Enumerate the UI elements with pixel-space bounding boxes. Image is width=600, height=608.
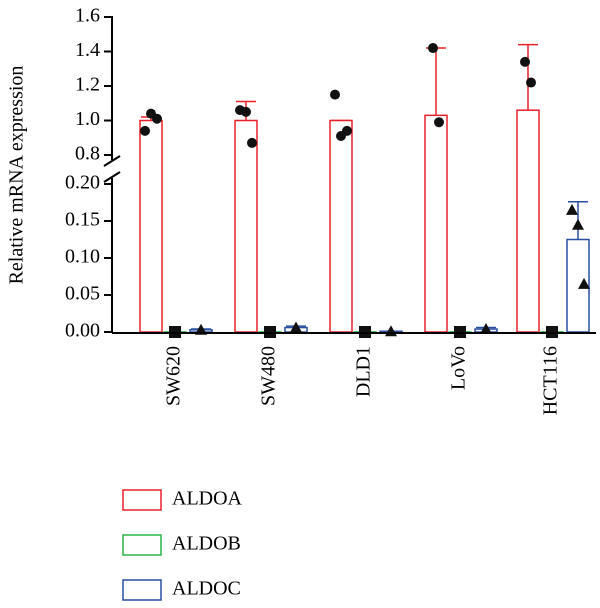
data-point	[241, 106, 251, 117]
y-tick-label: 0.05	[65, 283, 100, 305]
data-point	[290, 321, 302, 333]
y-tick-label: 0.20	[65, 172, 100, 194]
data-point	[480, 323, 492, 335]
data-point	[247, 137, 257, 148]
y-axis	[103, 16, 121, 333]
y-tick-label: 0.8	[75, 143, 100, 165]
bar	[424, 114, 448, 333]
axis-break	[103, 155, 121, 167]
x-tick-label: DLD1	[353, 346, 375, 397]
y-tick-label: 0.10	[65, 246, 100, 268]
axis-break	[103, 171, 121, 183]
y-tick-label: 1.6	[75, 5, 100, 27]
x-tick-label: HCT116	[540, 346, 562, 415]
data-point	[520, 56, 530, 67]
legend-label: ALDOC	[172, 578, 241, 600]
legend-swatch	[122, 579, 162, 601]
legend-swatch	[122, 534, 162, 556]
data-point	[428, 43, 438, 54]
legend-label: ALDOA	[172, 488, 243, 510]
y-tick-label: 1.0	[75, 108, 100, 130]
data-point	[434, 117, 444, 128]
data-point	[572, 218, 584, 230]
y-tick-label: 0.15	[65, 209, 100, 231]
data-point	[566, 203, 578, 215]
data-point	[140, 125, 150, 136]
data-point	[152, 113, 162, 124]
y-tick-label: 1.4	[75, 39, 100, 61]
bar	[234, 119, 258, 333]
y-tick-label: 1.2	[75, 74, 100, 96]
y-axis-label: Relative mRNA expression	[6, 66, 28, 285]
bar	[139, 119, 163, 333]
data-point	[578, 277, 590, 289]
bar	[329, 119, 353, 333]
y-tick-label: 0.00	[65, 320, 100, 342]
x-tick-label: SW620	[163, 346, 185, 406]
data-point	[342, 125, 352, 136]
legend-swatch	[122, 489, 162, 511]
legend-label: ALDOB	[172, 533, 241, 555]
data-point	[526, 77, 536, 88]
data-point	[330, 89, 340, 100]
x-tick-label: LoVo	[448, 346, 470, 390]
x-tick-label: SW480	[258, 346, 280, 406]
bar	[516, 109, 540, 333]
